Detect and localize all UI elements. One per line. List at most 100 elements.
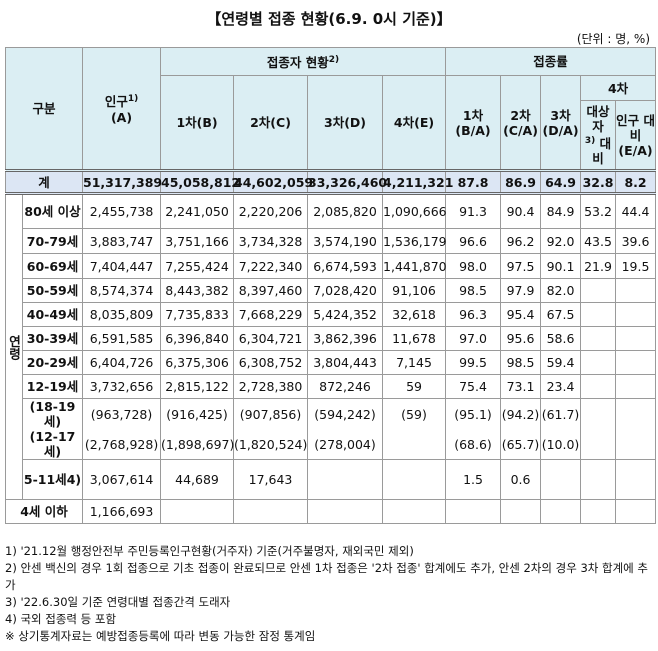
cell: 6,591,585 xyxy=(82,326,162,351)
header-text: 3차 xyxy=(550,107,571,123)
cell-value: 7,735,833 xyxy=(165,307,229,322)
header-text: 4차 xyxy=(607,80,629,96)
header-text: 1차 xyxy=(462,107,484,123)
data-row: 50-59세 8,574,374 8,443,382 8,397,460 7,028,4… xyxy=(6,278,657,303)
cell-value: 97.9 xyxy=(506,283,535,298)
cell: 90.4 xyxy=(500,193,542,229)
cell: 7,028,420 xyxy=(307,278,384,303)
cell-value: 6,674,593 xyxy=(313,258,377,274)
row-label: (12-17세) xyxy=(21,429,84,460)
header-cell: 3차(D) xyxy=(307,75,384,171)
cell-value: 43.5 xyxy=(584,233,612,249)
cell: 6,674,593 xyxy=(307,253,384,279)
cell: 91,106 xyxy=(382,278,447,303)
cell: 8.2 xyxy=(615,170,657,195)
cell-value: 1,441,870 xyxy=(383,258,447,274)
row-label: 60-69세 xyxy=(21,253,84,279)
cell xyxy=(382,499,447,524)
cell-value: 53.2 xyxy=(584,204,612,219)
cell-value: 19.5 xyxy=(621,258,650,274)
header-text: 접종자 현황 xyxy=(266,55,329,71)
data-row: 연령 80세 이상 2,455,738 2,241,050 2,220,206 2,085… xyxy=(5,193,657,500)
cell: 39.6 xyxy=(615,228,657,254)
cell-value: (916,425) xyxy=(166,406,228,422)
cell-value: 96.3 xyxy=(459,307,487,322)
note-mark: 3) xyxy=(584,135,596,146)
data-row: 4세 이하 1,166,693 xyxy=(4,499,657,524)
cell-value: 21.9 xyxy=(584,258,612,274)
header-cell: 3차 (D/A) xyxy=(540,75,582,171)
cell: 6,396,840 xyxy=(160,326,235,351)
cell: 75.4 xyxy=(445,374,502,399)
table: 구분 인구1) (A) 접종자 현황2) 접종률 1차(B) 2차(C) 3차(D) 4… xyxy=(4,47,657,524)
cell: 44,602,059 xyxy=(233,170,313,195)
title: 【연령별 접종 현황(6.9. 0시 기준)】 xyxy=(206,10,452,28)
cell: 64.9 xyxy=(540,170,582,195)
cell: (10.0) xyxy=(540,429,582,460)
cell-value: 3,732,656 xyxy=(89,379,154,394)
cell xyxy=(500,499,542,524)
cell: 872,246 xyxy=(307,374,384,399)
header-text: (A) xyxy=(110,109,133,125)
cell: 95.4 xyxy=(500,302,542,327)
cell xyxy=(580,350,617,375)
cell: (59) xyxy=(382,398,447,429)
cell xyxy=(382,429,447,460)
cell: 96.6 xyxy=(445,228,502,254)
cell xyxy=(445,499,502,524)
row-label-text: 4세 이하 xyxy=(20,504,68,519)
cell: 84.9 xyxy=(540,193,582,229)
cell: 44,689 xyxy=(160,459,235,500)
cell-value: 98.0 xyxy=(459,258,487,274)
data-row: 30-39세 6,591,585 6,396,840 6,304,721 3,862,3… xyxy=(6,326,657,351)
cell xyxy=(580,459,617,500)
row-label-text: 70-79세 xyxy=(26,233,79,249)
row-label-text: 5-11세 xyxy=(23,472,67,487)
header-text: (D/A) xyxy=(542,122,579,138)
row-label-text: 80세 이상 xyxy=(24,204,81,219)
cell-value: (278,004) xyxy=(314,436,376,452)
cell-value: (59) xyxy=(401,406,427,422)
cell: 2,220,206 xyxy=(233,193,309,229)
cell xyxy=(580,374,617,399)
cell-value: (68.6) xyxy=(454,436,492,452)
cell-value: 7,668,229 xyxy=(238,307,303,322)
row-label-text: (12-17세) xyxy=(29,429,76,459)
header-cell: 4차(E) xyxy=(382,75,447,171)
cell: 59.4 xyxy=(540,350,582,375)
cell-value: 4,211,321 xyxy=(383,174,454,190)
cell-value: (2,768,928) xyxy=(84,436,159,452)
cell: 58.6 xyxy=(540,326,582,351)
cell: 3,067,614 xyxy=(82,459,162,500)
cell xyxy=(540,499,582,524)
cell-value: 32.8 xyxy=(582,174,614,190)
header-cell: 인구1) (A) xyxy=(82,47,162,171)
data-row: 12-19세 3,732,656 2,815,122 2,728,380 872,246… xyxy=(6,374,657,399)
cell: 2,728,380 xyxy=(233,374,309,399)
header-cell: 4차 xyxy=(580,75,657,101)
cell: 2,815,122 xyxy=(160,374,235,399)
cell-value: (1,820,524) xyxy=(234,436,308,452)
footnote: 1) '21.12월 행정안전부 주민등록인구현황(거주자) 기준(거주불명자,… xyxy=(5,544,414,558)
cell-value: 1,090,666 xyxy=(383,204,447,219)
cell: 99.5 xyxy=(445,350,502,375)
cell-value: 8,035,809 xyxy=(89,307,154,322)
cell: 98.5 xyxy=(500,350,542,375)
cell: 43.5 xyxy=(580,228,617,254)
cell-value: 39.6 xyxy=(621,233,650,249)
header-text: (C/A) xyxy=(503,122,538,138)
cell-value: 92.0 xyxy=(546,233,575,249)
cell-value: 96.2 xyxy=(506,233,535,249)
cell xyxy=(307,459,384,500)
cell-value: 2,220,206 xyxy=(238,204,303,219)
row-label: 30-39세 xyxy=(21,326,84,351)
cell-value: 3,734,328 xyxy=(238,233,303,249)
row-label-text: 12-19세 xyxy=(26,379,79,394)
cell-value: 17,643 xyxy=(248,472,293,487)
row-label: 계 xyxy=(4,170,84,195)
footnote: ※ 상기통계자료는 예방접종등록에 따라 변동 가능한 잠정 통계임 xyxy=(5,629,316,643)
header-cell: 2차 (C/A) xyxy=(500,75,542,171)
cell: 33,326,460 xyxy=(307,170,387,195)
footnote: 4) 국외 접종력 등 포함 xyxy=(5,612,117,626)
cell xyxy=(615,374,657,399)
